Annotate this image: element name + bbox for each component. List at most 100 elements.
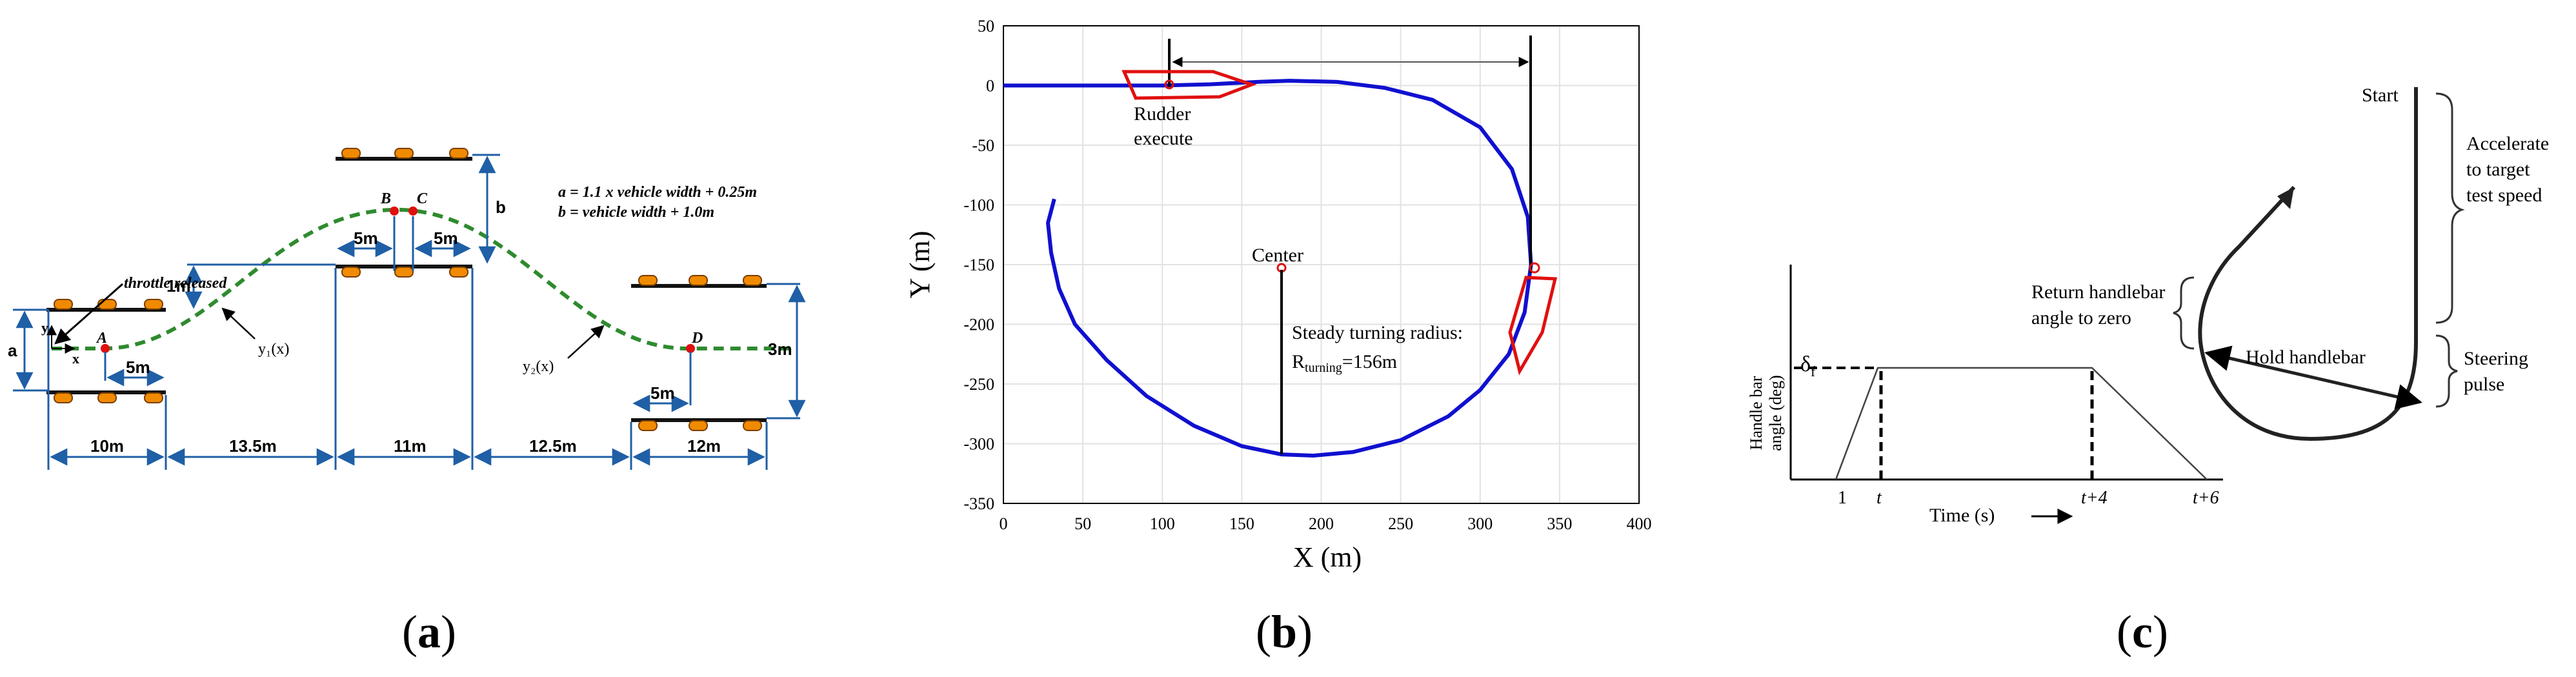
y2-label: y₂(x) [523, 358, 554, 375]
side-a-label: a [8, 341, 17, 360]
plot-frame [1003, 25, 1640, 504]
section-label-3: 11m [394, 436, 427, 456]
center-label: Center [1252, 245, 1303, 266]
side-b-label: b [496, 197, 506, 217]
formula-a: a = 1.1 x vehicle width + 0.25m [558, 184, 757, 201]
y2-pointer [567, 325, 605, 359]
cone-row-right-top [631, 275, 767, 288]
turn-point [1529, 262, 1540, 274]
section-label-1: 10m [90, 436, 124, 456]
chart-ticks: 0 50 100 150 200 250 300 350 400 50 0 -50 -100 -150 -2… [963, 17, 1651, 533]
rudder-label-line1: Rudder [1134, 103, 1191, 125]
accelerate-label-1: Accelerate [2466, 133, 2549, 154]
caption-c: (c) [2117, 606, 2168, 658]
panel-c: δf Handle bar angle (deg) 1 t t+4 t+6 Ti… [1747, 85, 2549, 658]
offset-1m-label: 1m [166, 276, 191, 296]
caption-a: (a) [402, 606, 456, 658]
accelerate-label-2: to target [2466, 159, 2530, 180]
y-tick-label: -300 [963, 435, 994, 454]
x-tick-label: 50 [1074, 514, 1091, 533]
tick-t6: t+6 [2193, 488, 2219, 508]
steering-label-1: Steering [2464, 348, 2528, 369]
point-C-marker [408, 207, 418, 216]
y-axis-title: Y (m) [904, 231, 936, 299]
width-3m-label: 3m [768, 339, 792, 359]
point-A-marker [101, 344, 110, 353]
tick-t4: t+4 [2081, 488, 2108, 508]
dimension-arrows [15, 156, 806, 466]
local-axes: y x [41, 319, 79, 367]
y-tick-label: -350 [963, 494, 994, 513]
point-D-marker [686, 344, 695, 353]
inner-label-b: 5m [354, 228, 378, 248]
start-label: Start [2362, 85, 2399, 106]
rudder-label-line2: execute [1134, 128, 1193, 149]
y-tick-label: -200 [963, 316, 994, 334]
turning-circle-series [1003, 79, 1533, 458]
y-tick-label: -150 [963, 256, 994, 274]
point-B-marker [390, 207, 399, 216]
handlebar-ylabel-2: angle (deg) [1766, 375, 1785, 451]
handlebar-profile [1835, 367, 2208, 480]
lane-change-path [52, 207, 790, 350]
inner-label-a: 5m [126, 358, 150, 377]
handlebar-ylabel-1: Handle bar [1747, 376, 1766, 450]
tick-1: 1 [1838, 488, 1847, 508]
section-label-4: 12.5m [529, 436, 577, 456]
cone-row-left-bottom [46, 390, 166, 403]
vessel-turn-outline [1508, 276, 1558, 376]
y-tick-label: -100 [963, 196, 994, 215]
radius-label-line1: Steady turning radius: [1292, 322, 1463, 343]
x-tick-label: 0 [1000, 514, 1008, 533]
throttle-pointer [54, 283, 123, 345]
x-tick-label: 200 [1309, 514, 1334, 533]
axis-y-label: y [41, 319, 48, 336]
x-tick-label: 300 [1467, 514, 1493, 533]
axis-x-label: x [72, 350, 79, 367]
y-tick-label: 0 [986, 77, 994, 96]
handlebar-time-plot: δf Handle bar angle (deg) 1 t t+4 t+6 Ti… [1747, 265, 2223, 526]
reference-lines [13, 154, 800, 470]
point-D-label: D [691, 330, 703, 347]
point-C-label: C [417, 190, 428, 207]
throttle-label: throttle released [124, 275, 227, 292]
hold-label: Hold handlebar [2246, 347, 2366, 368]
cone-row-middle-top [336, 148, 472, 161]
return-label-2: angle to zero [2031, 307, 2131, 328]
cone-row-middle-bottom [336, 265, 472, 278]
y-tick-label: -50 [972, 136, 994, 155]
rudder-point [1164, 79, 1174, 90]
caption-b: (b) [1256, 606, 1313, 658]
accelerate-label-3: test speed [2466, 185, 2542, 206]
section-label-2: 13.5m [229, 436, 277, 456]
vessel-start-outline [1122, 70, 1257, 100]
radius-label-line2: Rturning=156m [1292, 351, 1397, 375]
x-tick-label: 350 [1547, 514, 1572, 533]
chart-grid [1003, 25, 1640, 504]
panel-a: A B C D [8, 148, 806, 658]
inner-label-d: 5m [650, 383, 675, 403]
y1-label: y₁(x) [258, 341, 289, 358]
y-tick-label: -250 [963, 375, 994, 394]
hold-arrow [2204, 345, 2422, 410]
panel-b: 0 50 100 150 200 250 300 350 400 50 0 -50 -100 -150 -2… [904, 17, 1652, 658]
x-axis-title: X (m) [1293, 541, 1362, 573]
x-tick-label: 150 [1229, 514, 1254, 533]
x-tick-label: 400 [1627, 514, 1652, 533]
tick-t: t [1877, 488, 1882, 508]
x-tick-label: 100 [1150, 514, 1175, 533]
trajectory-sketch [2173, 87, 2465, 441]
cone-row-right-bottom [631, 418, 767, 431]
delta-label: δf [1800, 352, 1816, 379]
section-label-5: 12m [687, 436, 721, 456]
y1-pointer [221, 307, 256, 339]
x-tick-label: 250 [1388, 514, 1413, 533]
steering-label-2: pulse [2464, 374, 2504, 395]
point-A-label: A [96, 330, 107, 347]
formula-b: b = vehicle width + 1.0m [558, 204, 714, 221]
point-B-label: B [380, 190, 391, 207]
inner-label-c: 5m [434, 228, 458, 248]
y-tick-label: 50 [978, 17, 994, 35]
cone-row-left-top [46, 299, 166, 312]
